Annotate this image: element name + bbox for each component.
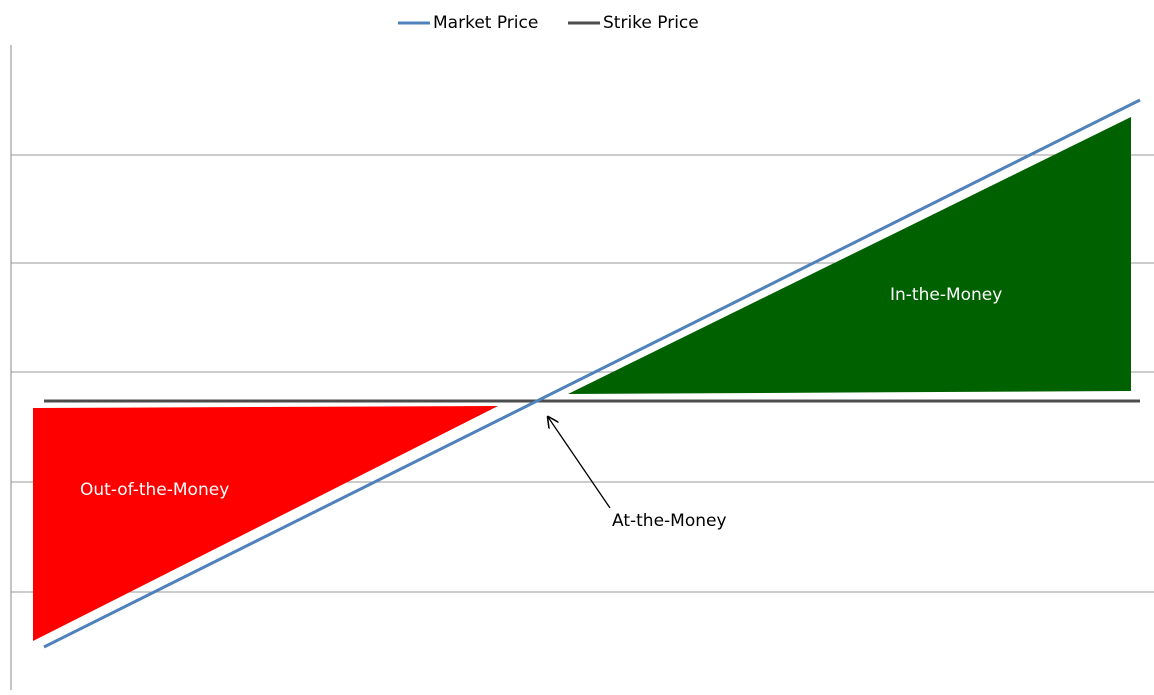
out-label: Out-of-the-Money <box>80 480 229 500</box>
in-label: In-the-Money <box>890 285 1002 305</box>
at-label: At-the-Money <box>612 511 727 531</box>
market-line <box>43 98 1141 649</box>
legend-label: Strike Price <box>603 13 699 33</box>
legend-label: Market Price <box>433 13 538 33</box>
arrow <box>548 417 611 509</box>
out-of-money-area <box>33 406 498 641</box>
in-money-area <box>568 117 1131 394</box>
